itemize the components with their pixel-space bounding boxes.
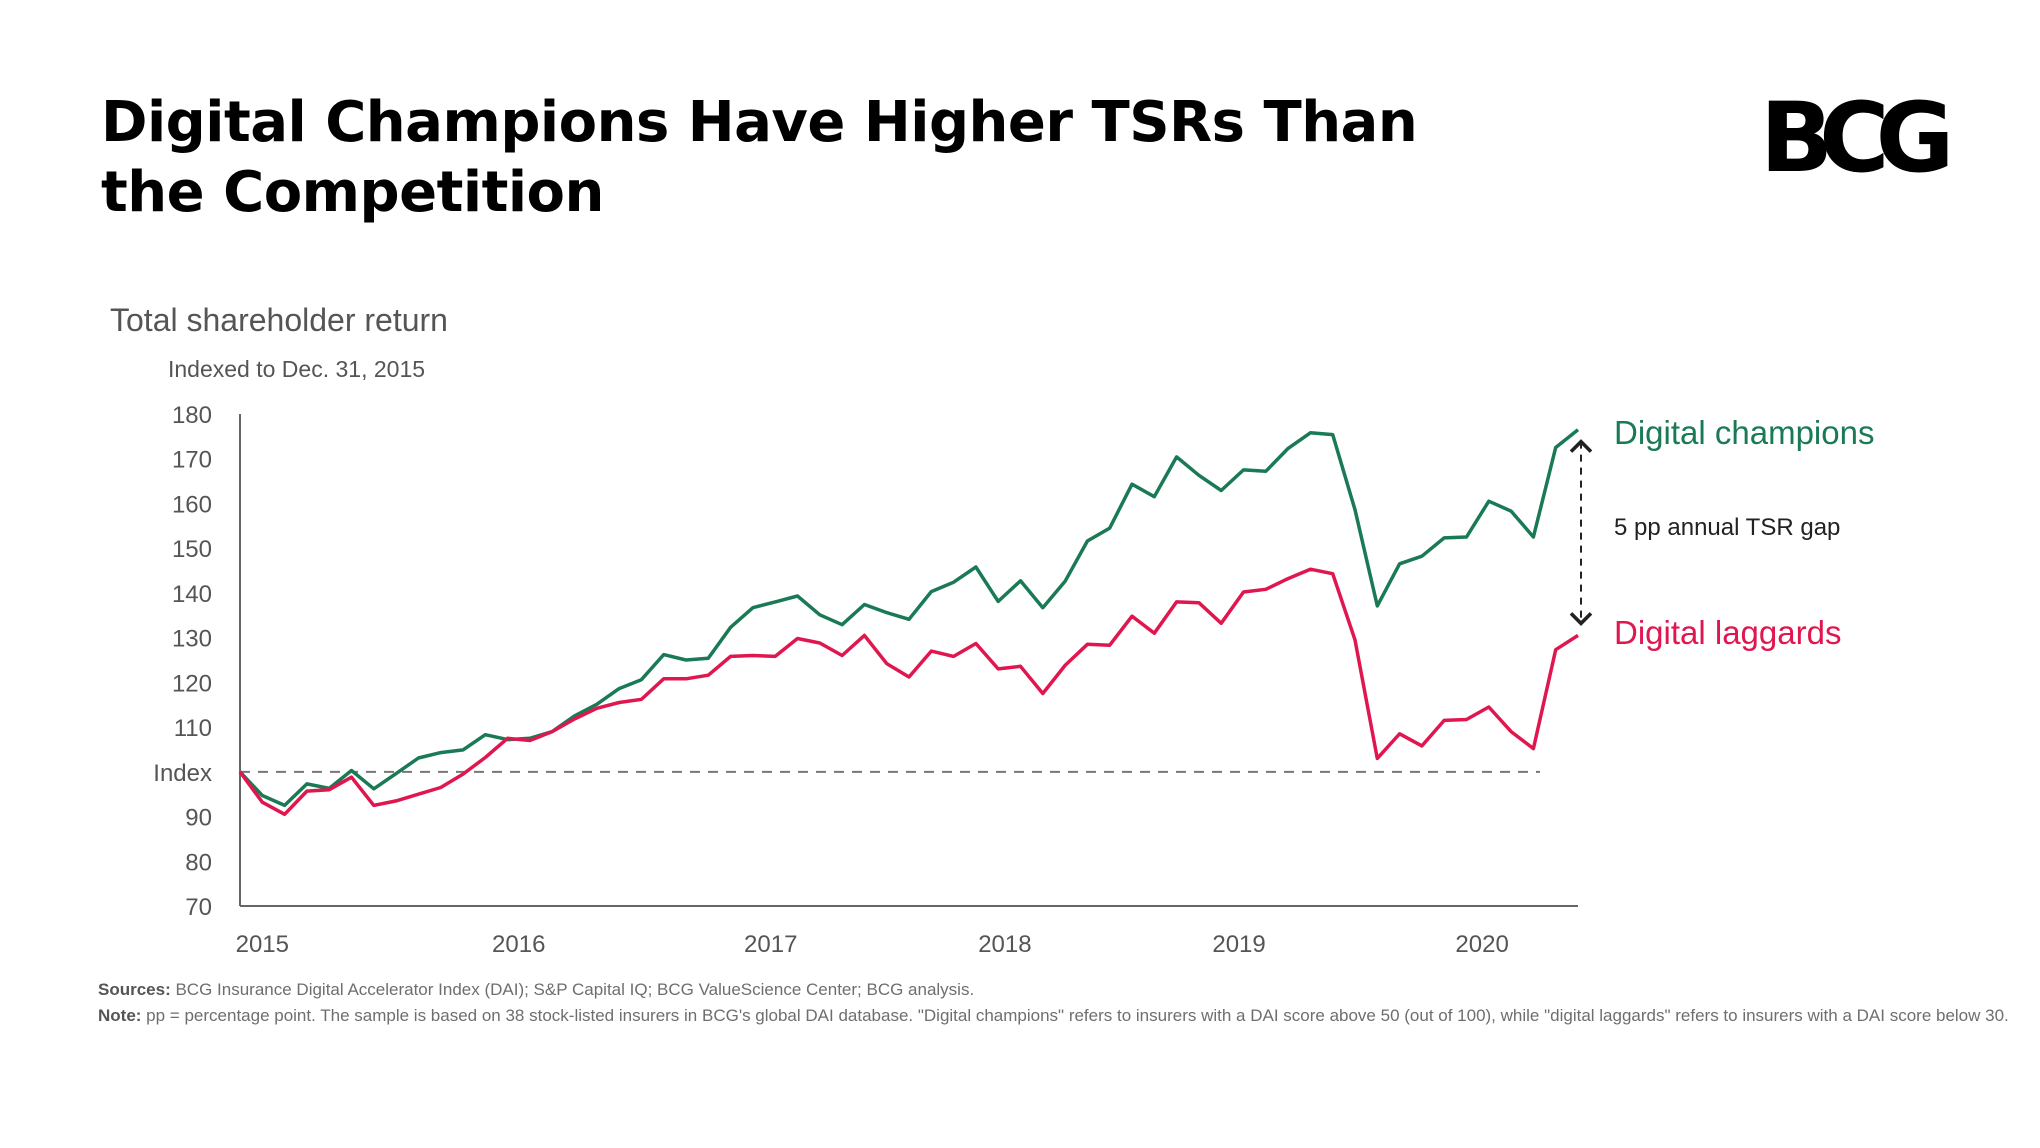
y-tick-label: 140 <box>172 581 212 608</box>
chart-title: Total shareholder return <box>110 302 448 338</box>
y-tick-label: Index <box>153 760 212 787</box>
y-tick-label: 170 <box>172 447 212 474</box>
legend-digital-champions: Digital champions <box>1614 414 1874 451</box>
x-tick-label: 2020 <box>1455 931 1508 958</box>
chart-subtitle: Indexed to Dec. 31, 2015 <box>168 356 426 382</box>
legend-digital-laggards: Digital laggards <box>1614 614 1841 651</box>
sources-footnote: Sources: BCG Insurance Digital Accelerat… <box>98 977 2028 1003</box>
x-tick-label: 2019 <box>1212 931 1265 958</box>
y-axis-ticks: 180 170 160 150 140 130 120 110 Index 90 80 70 <box>153 402 212 921</box>
y-tick-label: 130 <box>172 626 212 653</box>
gap-annotation: 5 pp annual TSR gap <box>1614 514 1840 541</box>
y-tick-label: 80 <box>185 849 212 876</box>
y-tick-label: 90 <box>185 805 212 832</box>
series-line-digital-laggards <box>238 567 1579 817</box>
x-tick-label: 2015 <box>236 931 289 958</box>
y-tick-label: 150 <box>172 536 212 563</box>
page-title: Digital Champions Have Higher TSRs Than … <box>101 90 1418 225</box>
y-tick-label: 110 <box>174 715 212 742</box>
y-tick-label: 70 <box>185 894 212 921</box>
x-tick-label: 2016 <box>492 931 545 958</box>
bcg-logo: BCG <box>1760 82 1954 194</box>
note-text: pp = percentage point. The sample is bas… <box>141 1006 2009 1025</box>
sources-label: Sources: <box>98 980 171 999</box>
y-tick-label: 120 <box>172 670 212 697</box>
series-line-digital-champions <box>238 428 1580 808</box>
x-tick-label: 2018 <box>978 931 1031 958</box>
note-label: Note: <box>98 1006 142 1025</box>
x-axis-ticks: 2015 2016 2017 2018 2019 2020 <box>236 931 1509 958</box>
sources-text: BCG Insurance Digital Accelerator Index … <box>170 980 975 999</box>
x-tick-label: 2017 <box>744 931 797 958</box>
y-tick-label: 160 <box>172 491 212 518</box>
note-footnote: Note: pp = percentage point. The sample … <box>98 1003 2028 1029</box>
y-tick-label: 180 <box>172 402 212 429</box>
